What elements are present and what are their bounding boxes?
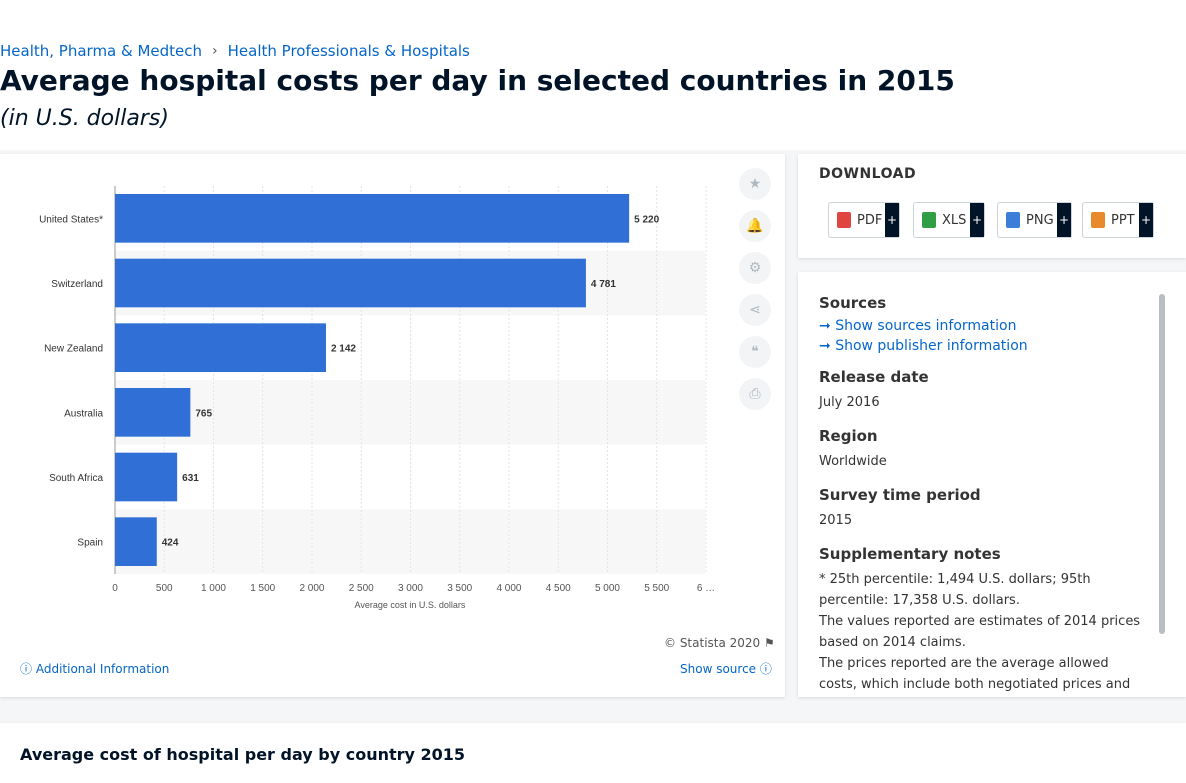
download-card: DOWNLOAD PDF + XLS + PNG + PPT + bbox=[798, 154, 1186, 258]
x-tick-label: 1 000 bbox=[201, 583, 226, 594]
additional-information-link[interactable]: ⓘ Additional Information bbox=[20, 662, 170, 676]
x-tick-label: 2 500 bbox=[349, 583, 374, 594]
page-title: Average hospital costs per day in select… bbox=[0, 64, 955, 97]
info-scrollbar[interactable] bbox=[1159, 294, 1165, 634]
bar-value-label: 4 781 bbox=[591, 279, 616, 290]
x-tick-label: 6 … bbox=[697, 583, 715, 594]
x-tick-label: 4 500 bbox=[546, 583, 571, 594]
download-label: PNG bbox=[1026, 212, 1054, 228]
bar-3 bbox=[115, 323, 326, 372]
page-subtitle: (in U.S. dollars) bbox=[0, 106, 169, 131]
bar-6 bbox=[115, 517, 157, 566]
download-ppt-button[interactable]: PPT + bbox=[1082, 202, 1154, 238]
x-tick-label: 4 000 bbox=[496, 583, 521, 594]
x-tick-label: 5 000 bbox=[595, 583, 620, 594]
related-title: Average cost of hospital per day by coun… bbox=[20, 745, 466, 764]
survey-value: 2015 bbox=[819, 513, 853, 528]
breadcrumb-item-health[interactable]: Health, Pharma & Medtech bbox=[0, 42, 203, 60]
x-tick-label: 2 000 bbox=[299, 583, 324, 594]
notes-heading: Supplementary notes bbox=[819, 545, 1001, 563]
info-card: Sources ➞ Show sources information ➞ Sho… bbox=[798, 272, 1186, 697]
bar-4 bbox=[115, 388, 191, 437]
download-pdf-button[interactable]: PDF + bbox=[828, 202, 900, 238]
plus-icon[interactable]: + bbox=[1057, 203, 1071, 237]
breadcrumb-item-hospitals[interactable]: Health Professionals & Hospitals bbox=[227, 42, 470, 60]
related-card: Average cost of hospital per day by coun… bbox=[0, 723, 1186, 783]
category-label: United States* bbox=[39, 214, 103, 225]
png-file-icon bbox=[1006, 212, 1020, 228]
survey-heading: Survey time period bbox=[819, 486, 981, 504]
header-area bbox=[0, 0, 1186, 150]
info-icon: ⓘ bbox=[759, 662, 772, 676]
category-label: South Africa bbox=[49, 473, 103, 484]
pdf-file-icon bbox=[837, 212, 851, 228]
x-axis-label: Average cost in U.S. dollars bbox=[355, 600, 466, 610]
xls-file-icon bbox=[922, 212, 936, 228]
plus-icon[interactable]: + bbox=[970, 203, 984, 237]
chart-card: 5 220 United States* 4 781 Switzerland 2 142… bbox=[0, 154, 785, 697]
x-tick-label: 500 bbox=[156, 583, 173, 594]
download-label: XLS bbox=[942, 212, 967, 228]
show-source-link[interactable]: Show source ⓘ bbox=[680, 662, 772, 676]
bell-icon[interactable]: 🔔 bbox=[739, 210, 771, 242]
note-1: * 25th percentile: 1,494 U.S. dollars; 9… bbox=[819, 572, 1091, 608]
share-icon[interactable]: ⋖ bbox=[739, 294, 771, 326]
x-tick-label: 5 500 bbox=[644, 583, 669, 594]
bar-2 bbox=[115, 258, 586, 308]
arrow-right-icon: ➞ bbox=[819, 318, 831, 334]
plus-icon[interactable]: + bbox=[1139, 203, 1153, 237]
bar-1 bbox=[115, 194, 630, 243]
download-png-button[interactable]: PNG + bbox=[997, 202, 1072, 238]
bar-5 bbox=[115, 452, 178, 502]
quote-icon[interactable]: ❝ bbox=[739, 336, 771, 368]
category-label: Spain bbox=[77, 538, 103, 549]
release-value: July 2016 bbox=[819, 395, 880, 410]
release-heading: Release date bbox=[819, 368, 929, 386]
breadcrumb-separator-icon: › bbox=[212, 43, 218, 59]
region-heading: Region bbox=[819, 427, 878, 445]
x-tick-label: 1 500 bbox=[250, 583, 275, 594]
bar-chart: 5 220 United States* 4 781 Switzerland 2 142… bbox=[39, 186, 715, 610]
note-2: The values reported are estimates of 201… bbox=[819, 614, 1141, 650]
download-xls-button[interactable]: XLS + bbox=[913, 202, 985, 238]
flag-icon[interactable]: ⚑ bbox=[764, 636, 775, 650]
print-icon[interactable]: ⎙ bbox=[739, 378, 771, 410]
plus-icon[interactable]: + bbox=[885, 203, 899, 237]
category-label: New Zealand bbox=[44, 344, 103, 355]
download-label: PPT bbox=[1111, 212, 1135, 228]
breadcrumb: Health, Pharma & Medtech › Health Profes… bbox=[0, 42, 470, 60]
download-label: PDF bbox=[857, 212, 883, 228]
gear-icon[interactable]: ⚙ bbox=[739, 252, 771, 284]
show-sources-link[interactable]: ➞ Show sources information bbox=[819, 318, 1017, 334]
category-label: Australia bbox=[64, 408, 103, 419]
x-tick-label: 0 bbox=[112, 583, 118, 594]
sources-heading: Sources bbox=[819, 294, 887, 312]
info-icon: ⓘ bbox=[20, 662, 33, 676]
x-tick-label: 3 000 bbox=[398, 583, 423, 594]
arrow-right-icon: ➞ bbox=[819, 338, 831, 354]
download-title: DOWNLOAD bbox=[819, 166, 917, 182]
star-icon[interactable]: ★ bbox=[739, 168, 771, 200]
copyright: © Statista 2020 ⚑ bbox=[664, 636, 775, 650]
bar-value-label: 631 bbox=[182, 473, 199, 484]
bar-value-label: 424 bbox=[162, 538, 179, 549]
bar-value-label: 2 142 bbox=[331, 344, 356, 355]
show-publisher-link[interactable]: ➞ Show publisher information bbox=[819, 338, 1028, 354]
bar-value-label: 765 bbox=[195, 408, 212, 419]
note-3: The prices reported are the average allo… bbox=[819, 656, 1131, 692]
bar-value-label: 5 220 bbox=[634, 214, 659, 225]
region-value: Worldwide bbox=[819, 454, 887, 469]
ppt-file-icon bbox=[1091, 212, 1105, 228]
category-label: Switzerland bbox=[51, 279, 103, 290]
x-tick-label: 3 500 bbox=[447, 583, 472, 594]
